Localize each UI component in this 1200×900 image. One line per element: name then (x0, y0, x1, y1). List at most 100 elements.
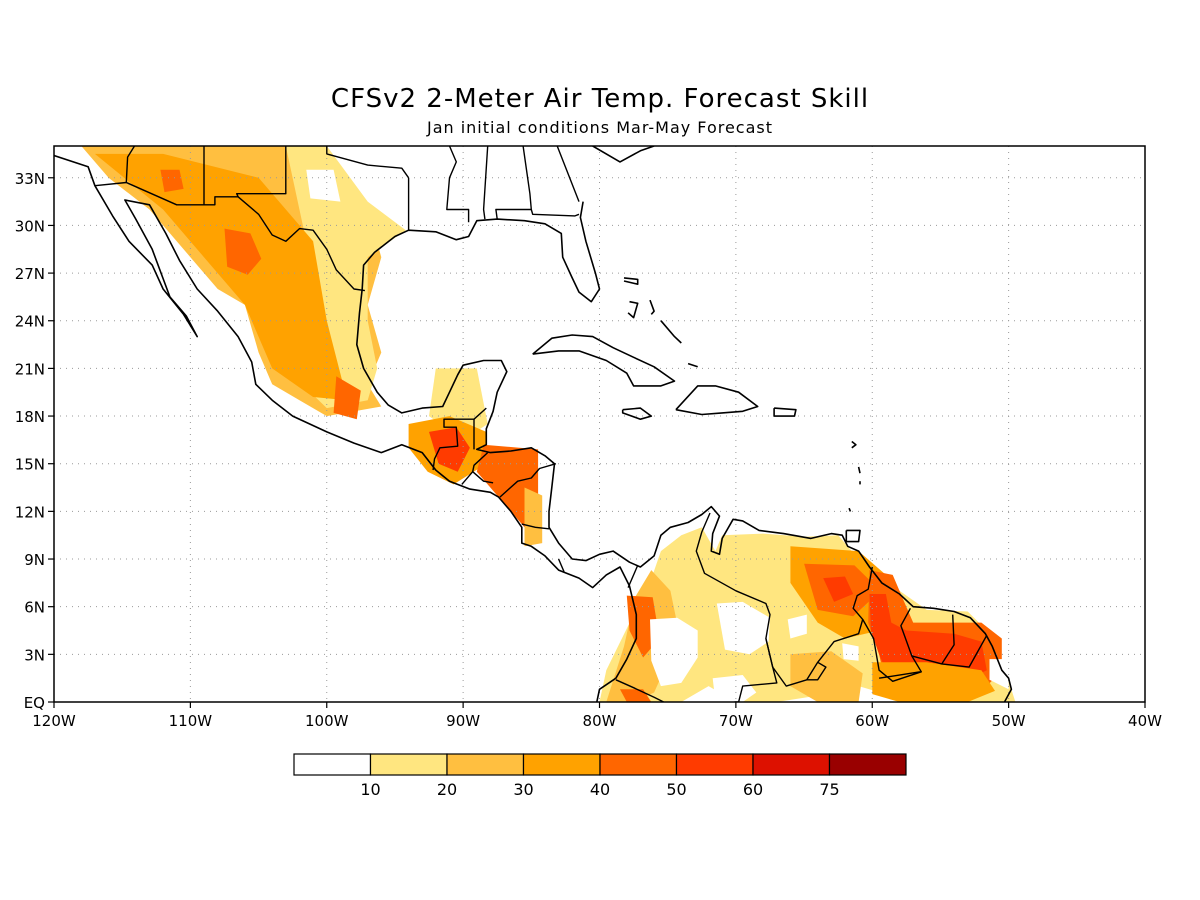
skill-region-guatemala-core (429, 427, 470, 472)
coastline (687, 362, 698, 368)
country-border (530, 209, 580, 217)
colorbar-label: 20 (437, 780, 457, 799)
colorbar-label: 40 (590, 780, 610, 799)
colorbar-label: 75 (819, 780, 839, 799)
skill-region-hole-7 (306, 169, 341, 202)
lon-tick-label: 90W (446, 712, 480, 730)
colorbar-bin (369, 753, 448, 776)
coastline (623, 277, 639, 286)
country-border (432, 418, 475, 471)
colorbar-bin (675, 753, 754, 776)
colorbar-bin (446, 753, 525, 776)
country-border (94, 181, 366, 292)
lat-tick-label: 12N (15, 503, 45, 521)
lat-tick-label: 3N (24, 646, 45, 664)
coastline (675, 385, 759, 416)
country-border (326, 146, 410, 179)
coastline (355, 201, 1013, 702)
colorbar-label: 10 (360, 780, 380, 799)
lon-tick-label: 100W (305, 712, 349, 730)
skill-region-hole-4 (787, 614, 807, 639)
country-border (521, 523, 550, 530)
country-border (482, 146, 489, 220)
lon-tick-label: 80W (583, 712, 617, 730)
coastline (532, 334, 676, 387)
lat-tick-label: 33N (15, 170, 45, 188)
coastline (592, 146, 655, 163)
colorbar-label: 60 (743, 780, 763, 799)
map-title: CFSv2 2-Meter Air Temp. Forecast Skill (330, 84, 870, 114)
coastline (649, 299, 655, 315)
lat-tick-label: 24N (15, 313, 45, 331)
colorbar-bin (599, 753, 678, 776)
coastline (660, 320, 682, 344)
lat-tick-label: 30N (15, 217, 45, 235)
country-border (472, 471, 494, 484)
country-border (878, 671, 921, 679)
map-subtitle: Jan initial conditions Mar-May Forecast (426, 118, 774, 137)
country-border (446, 146, 470, 223)
skill-region-amazon-roraima (790, 651, 863, 702)
country-border (499, 463, 557, 498)
skill-region-mexico-core (94, 153, 348, 401)
country-border (615, 679, 664, 702)
skill-fill-layer (81, 146, 1016, 702)
country-border (235, 146, 287, 198)
colorbar-bin (293, 753, 372, 776)
country-border (806, 661, 827, 681)
skill-region-hole-6 (989, 659, 1009, 690)
coastline (54, 154, 638, 702)
lon-tick-label: 50W (992, 712, 1026, 730)
coastline (848, 507, 852, 512)
coastline (857, 466, 861, 474)
country-border (473, 407, 487, 420)
lon-tick-label: 120W (32, 712, 76, 730)
axis-ticks: 120W 110W 100W 90W 80W 70W 60W 50W 40W EQ 3N 6N 9N 12… (15, 170, 1162, 730)
skill-region-honduras (476, 444, 539, 528)
country-border (461, 452, 489, 485)
skill-region-mexico-chihuahua (224, 228, 262, 275)
lon-tick-label: 60W (855, 712, 889, 730)
country-border (495, 146, 532, 220)
skill-region-hole-3 (712, 675, 757, 702)
skill-region-hole-5 (842, 643, 859, 661)
lat-tick-label: 15N (15, 456, 45, 474)
lon-tick-label: 70W (719, 712, 753, 730)
country-border (556, 146, 580, 202)
coastline (851, 440, 857, 449)
coastlines (54, 146, 1013, 702)
lon-tick-label: 40W (1128, 712, 1162, 730)
lat-tick-label: 21N (15, 360, 45, 378)
country-border (125, 146, 136, 183)
country-border (557, 558, 565, 572)
colorbar-bin (522, 753, 601, 776)
country-border (941, 634, 988, 668)
country-border (862, 607, 922, 682)
lat-tick-label: 27N (15, 265, 45, 283)
lat-tick-label: 6N (24, 599, 45, 617)
lat-tick-label: 18N (15, 408, 45, 426)
lat-tick-label: EQ (24, 694, 45, 712)
lon-tick-label: 110W (169, 712, 213, 730)
colorbar: 10 20 30 40 50 60 75 (293, 753, 907, 799)
colorbar-label: 30 (513, 780, 533, 799)
colorbar-bin (828, 753, 907, 776)
skill-region-venezuela-east-inner (823, 576, 854, 602)
colorbar-label: 50 (666, 780, 686, 799)
coastline (627, 300, 639, 319)
skill-region-mexico-south (333, 376, 361, 420)
country-border (695, 512, 778, 702)
skill-region-mexico-sonora (160, 169, 184, 193)
colorbar-bin (752, 753, 831, 776)
country-border (627, 565, 639, 588)
coastline (773, 407, 797, 417)
country-border (765, 566, 873, 687)
skill-region-hole-2 (716, 601, 770, 655)
coastline (621, 407, 653, 421)
skill-region-nicaragua (524, 487, 543, 547)
coastline (845, 529, 861, 543)
skill-region-amazon-north (872, 662, 995, 702)
skill-region-hole-1 (650, 617, 698, 687)
country-border (911, 614, 955, 665)
